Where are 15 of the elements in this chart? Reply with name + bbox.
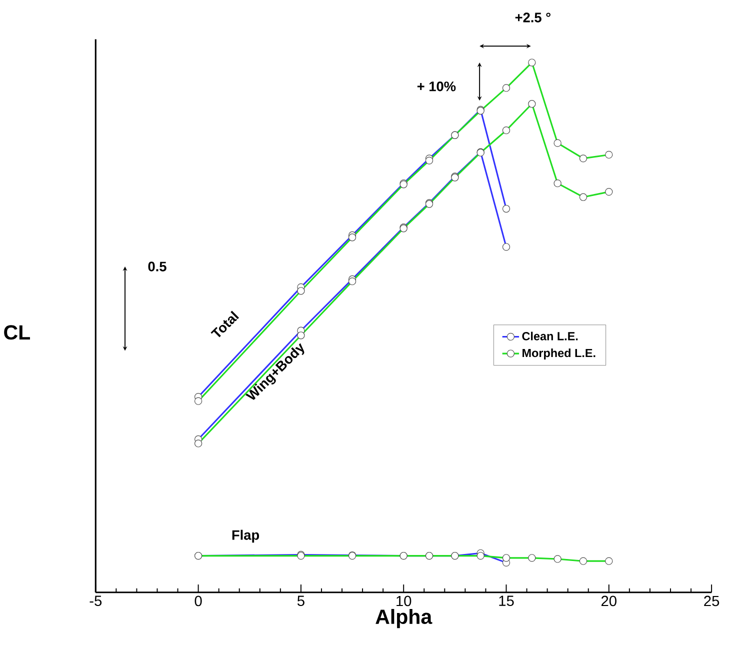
- text: +2.5 °: [515, 12, 550, 22]
- legend-label: Morphed L.E.: [522, 348, 596, 360]
- x-tick-label: 20: [601, 596, 616, 606]
- x-tick-label: -5: [90, 596, 102, 606]
- x-tick-label: 15: [499, 596, 514, 606]
- legend-label: Clean L.E.: [522, 332, 578, 340]
- x-tick-label: 10: [396, 596, 412, 606]
- annotation: 0.5: [148, 262, 166, 272]
- x-tick-label: 5: [297, 596, 304, 606]
- x-tick-label: 0: [194, 596, 202, 606]
- annotation: Flap: [232, 530, 260, 542]
- x-axis-title: Alpha: [376, 608, 432, 628]
- x-tick-label: 25: [704, 596, 720, 606]
- y-axis-title: CL: [4, 325, 30, 340]
- annotation: + 10%: [417, 81, 456, 92]
